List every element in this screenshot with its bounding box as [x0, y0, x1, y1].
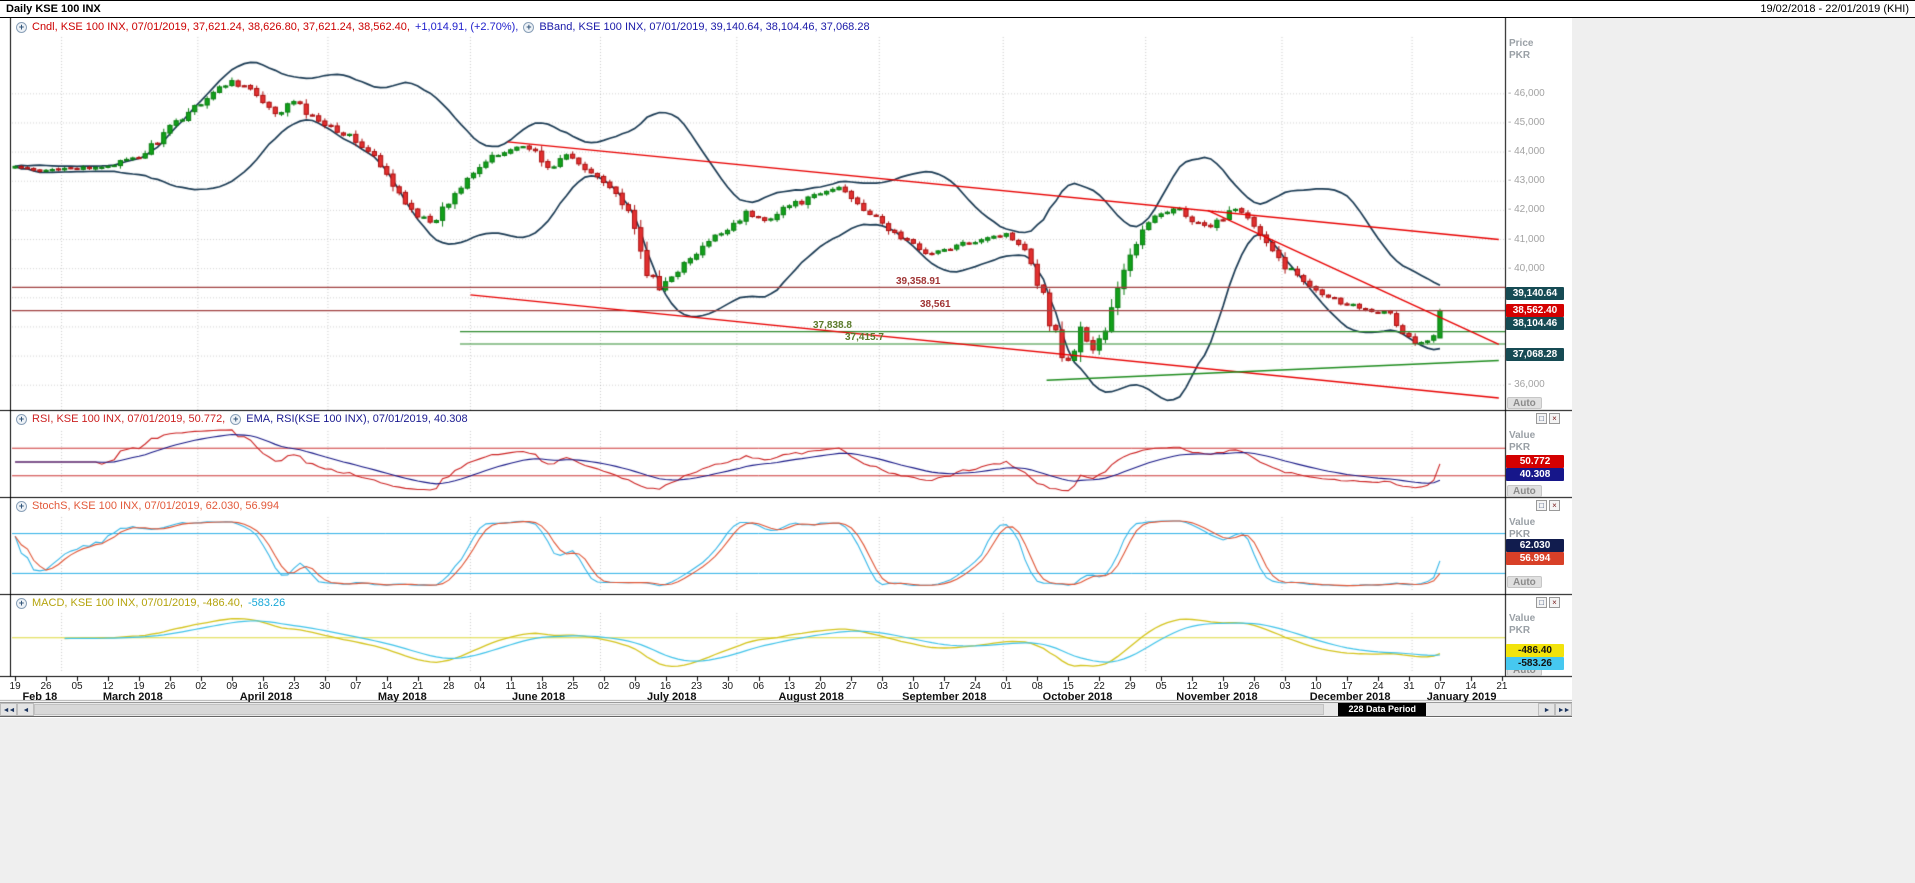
series-expand-icon[interactable]: + [16, 413, 27, 425]
macd-axis-title: Value PKR [1509, 613, 1536, 636]
rsi-legend-label[interactable]: RSI, KSE 100 INX, 07/01/2019, 50.772, [32, 413, 226, 425]
chart-scrollbar: ◄◄ ◄ 228 Data Period ► ►► [0, 702, 1572, 717]
date-range-label: 19/02/2018 - 22/01/2019 (KHI) [1760, 3, 1909, 15]
series-expand-icon[interactable]: + [16, 500, 27, 512]
close-panel-icon[interactable]: × [1549, 413, 1560, 424]
scroll-left-button[interactable]: ◄ [17, 703, 34, 716]
main-legend: + Cndl, KSE 100 INX, 07/01/2019, 37,621.… [16, 21, 870, 33]
window-titlebar: Daily KSE 100 INX 19/02/2018 - 22/01/201… [0, 0, 1915, 18]
macd-legend: + MACD, KSE 100 INX, 07/01/2019, -486.40… [16, 597, 285, 609]
stoch-panel-controls: □ × [1536, 500, 1560, 511]
chart-title: Daily KSE 100 INX [6, 3, 101, 15]
rsi-legend: + RSI, KSE 100 INX, 07/01/2019, 50.772, … [16, 413, 468, 425]
macd-panel-controls: □ × [1536, 597, 1560, 608]
series-expand-icon[interactable]: + [16, 597, 27, 609]
scrollbar-track[interactable]: 228 Data Period [34, 703, 1538, 716]
scrollbar-thumb[interactable] [34, 704, 1324, 715]
candle-legend-label[interactable]: Cndl, KSE 100 INX, 07/01/2019, 37,621.24… [32, 21, 410, 33]
chart-window: + Cndl, KSE 100 INX, 07/01/2019, 37,621.… [0, 0, 1572, 718]
auto-scale-button[interactable]: Auto [1507, 664, 1542, 676]
close-panel-icon[interactable]: × [1549, 597, 1560, 608]
series-expand-icon[interactable]: + [16, 21, 27, 33]
rsi-panel-controls: □ × [1536, 413, 1560, 424]
auto-scale-button[interactable]: Auto [1507, 576, 1542, 588]
rsi-axis-title: Value PKR [1509, 430, 1536, 453]
restore-panel-icon[interactable]: □ [1536, 597, 1547, 608]
rsi-ema-legend-label[interactable]: EMA, RSI(KSE 100 INX), 07/01/2019, 40.30… [246, 413, 468, 425]
series-expand-icon[interactable]: + [230, 413, 242, 425]
macd-legend-label[interactable]: MACD, KSE 100 INX, 07/01/2019, -486.40, [32, 597, 243, 609]
chart-canvas[interactable] [0, 0, 1572, 718]
scroll-far-right-button[interactable]: ►► [1555, 703, 1572, 716]
candle-change-label[interactable]: +1,014.91, (+2.70%), [414, 21, 519, 33]
bband-legend-label[interactable]: BBand, KSE 100 INX, 07/01/2019, 39,140.6… [539, 21, 870, 33]
data-period-badge: 228 Data Period [1338, 703, 1426, 716]
auto-scale-button[interactable]: Auto [1507, 397, 1542, 409]
macd-signal-legend-label[interactable]: -583.26 [247, 597, 286, 609]
restore-panel-icon[interactable]: □ [1536, 413, 1547, 424]
stoch-legend: + StochS, KSE 100 INX, 07/01/2019, 62.03… [16, 500, 279, 512]
price-axis-title: Price PKR [1509, 38, 1534, 61]
restore-panel-icon[interactable]: □ [1536, 500, 1547, 511]
close-panel-icon[interactable]: × [1549, 500, 1560, 511]
scroll-right-button[interactable]: ► [1538, 703, 1555, 716]
auto-scale-button[interactable]: Auto [1507, 485, 1542, 497]
stoch-axis-title: Value PKR [1509, 517, 1536, 540]
scroll-far-left-button[interactable]: ◄◄ [0, 703, 17, 716]
stoch-legend-label[interactable]: StochS, KSE 100 INX, 07/01/2019, 62.030,… [32, 500, 280, 512]
series-expand-icon[interactable]: + [523, 21, 535, 33]
